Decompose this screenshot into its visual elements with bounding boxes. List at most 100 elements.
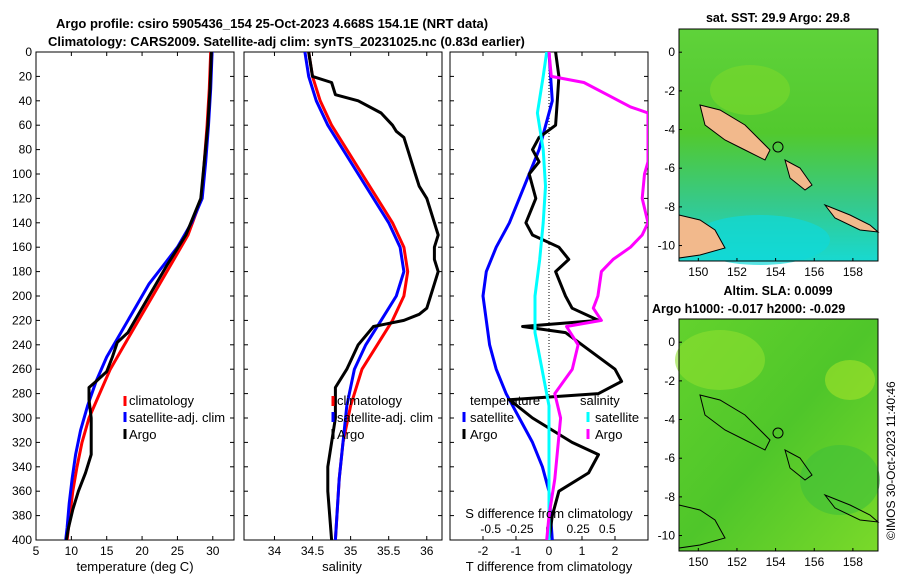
sst-land-bougainville bbox=[784, 159, 813, 191]
sst-y-ticks: 0 -2 -4 -6 -8 -10 bbox=[658, 45, 682, 253]
salinity-axes-box bbox=[243, 51, 443, 541]
temperature-panel: 0 20 40 60 80 100 120 140 160 180 200 220 240 260 280 3… bbox=[12, 45, 235, 574]
salinity-panel: 34 34.5 35 35.5 36 salinity climatology sate… bbox=[243, 51, 443, 574]
temperature-xlabel: temperature (deg C) bbox=[76, 559, 193, 574]
x-tick-label: 34 bbox=[268, 544, 282, 558]
map-y-tick-label: -2 bbox=[664, 84, 675, 98]
s-tick-label: 0.5 bbox=[599, 522, 616, 536]
legend-salinity-title: salinity bbox=[580, 393, 620, 408]
y-tick-label: 160 bbox=[12, 240, 32, 254]
map-x-tick-label: 154 bbox=[766, 555, 786, 569]
sst-land-new-britain bbox=[699, 104, 771, 161]
map-y-tick-label: -8 bbox=[664, 200, 675, 214]
y-tick-label: 380 bbox=[12, 509, 32, 523]
map-x-tick-label: 158 bbox=[843, 265, 863, 279]
map-y-tick-label: -10 bbox=[658, 529, 676, 543]
sla-high-patch bbox=[675, 330, 765, 390]
salinity-series bbox=[303, 52, 440, 540]
series-argo bbox=[307, 52, 440, 540]
x-tick-label: 10 bbox=[65, 544, 79, 558]
y-tick-label: 260 bbox=[12, 362, 32, 376]
y-tick-label: 40 bbox=[19, 94, 33, 108]
sst-map-panel: sat. SST: 29.9 Argo: 29.8 0 -2 -4 -6 -8 -10 1… bbox=[658, 11, 880, 279]
sla-y-ticks: 0 -2 -4 -6 -8 -10 bbox=[658, 335, 682, 543]
map-y-tick-label: -6 bbox=[664, 451, 675, 465]
series-salinity-satellite bbox=[533, 52, 551, 540]
map-x-tick-label: 158 bbox=[843, 555, 863, 569]
y-tick-label: 340 bbox=[12, 460, 32, 474]
difference-x2label: S difference from climatology bbox=[465, 506, 633, 521]
y-tick-label: 100 bbox=[12, 167, 32, 181]
y-tick-label: 300 bbox=[12, 411, 32, 425]
legend-t-satellite-label: satellite bbox=[470, 410, 514, 425]
y-tick-label: 400 bbox=[12, 533, 32, 547]
s-tick-label: -0.5 bbox=[480, 522, 501, 536]
legend-climatology-label: climatology bbox=[337, 393, 403, 408]
map-y-tick-label: -2 bbox=[664, 374, 675, 388]
temperature-y-ticks: 0 20 40 60 80 100 120 140 160 180 200 220 240 260 280 3… bbox=[12, 45, 234, 547]
temperature-legend: climatology satellite-adj. clim Argo bbox=[123, 393, 225, 442]
sst-argo-marker bbox=[772, 141, 784, 153]
y-tick-label: 120 bbox=[12, 191, 32, 205]
map-y-tick-label: -4 bbox=[664, 413, 675, 427]
legend-satellite-label: satellite-adj. clim bbox=[129, 410, 225, 425]
temperature-axes-box bbox=[35, 51, 235, 541]
x-tick-label: 30 bbox=[206, 544, 220, 558]
series-argo bbox=[64, 52, 213, 540]
legend-t-argo-label: Argo bbox=[470, 427, 497, 442]
x-tick-label: 25 bbox=[171, 544, 185, 558]
y-tick-label: 200 bbox=[12, 289, 32, 303]
x-tick-label: 35.5 bbox=[377, 544, 401, 558]
legend-argo-label: Argo bbox=[129, 427, 156, 442]
map-y-tick-label: 0 bbox=[668, 335, 675, 349]
temperature-series bbox=[64, 52, 214, 540]
legend-s-satellite-label: satellite bbox=[595, 410, 639, 425]
difference-legend: temperature satellite Argo salinity sate… bbox=[462, 393, 639, 442]
map-x-tick-label: 156 bbox=[804, 265, 824, 279]
map-y-tick-label: 0 bbox=[668, 45, 675, 59]
x-tick-label: -2 bbox=[478, 544, 489, 558]
x-tick-label: 36 bbox=[420, 544, 434, 558]
temperature-x-ticks: 5 10 15 20 25 30 bbox=[33, 52, 220, 558]
figure-title-line1: Argo profile: csiro 5905436_154 25-Oct-2… bbox=[56, 16, 488, 31]
y-tick-label: 140 bbox=[12, 216, 32, 230]
map-y-tick-label: -4 bbox=[664, 123, 675, 137]
series-satellite-adj-clim bbox=[303, 52, 406, 540]
difference-y-ticks bbox=[450, 51, 648, 541]
y-tick-label: 220 bbox=[12, 313, 32, 327]
x-tick-label: 5 bbox=[33, 544, 40, 558]
x-tick-label: 0 bbox=[546, 544, 553, 558]
sst-x-ticks: 150 152 154 156 158 bbox=[688, 258, 863, 279]
salinity-x-ticks: 34 34.5 35 35.5 36 bbox=[268, 52, 434, 558]
y-tick-label: 360 bbox=[12, 484, 32, 498]
salinity-xlabel: salinity bbox=[322, 559, 362, 574]
x-tick-label: 34.5 bbox=[301, 544, 325, 558]
x-tick-label: -1 bbox=[511, 544, 522, 558]
sst-warm-patch bbox=[710, 65, 790, 115]
sla-map-frame bbox=[678, 318, 879, 552]
legend-satellite-label: satellite-adj. clim bbox=[337, 410, 433, 425]
map-x-tick-label: 150 bbox=[688, 555, 708, 569]
series-salinity-argo bbox=[545, 52, 648, 540]
map-y-tick-label: -8 bbox=[664, 490, 675, 504]
y-tick-label: 80 bbox=[19, 143, 33, 157]
map-x-tick-label: 154 bbox=[766, 265, 786, 279]
salinity-y-ticks bbox=[244, 51, 442, 541]
y-tick-label: 280 bbox=[12, 387, 32, 401]
map-x-tick-label: 152 bbox=[727, 555, 747, 569]
x-tick-label: 1 bbox=[579, 544, 586, 558]
sst-map-title: sat. SST: 29.9 Argo: 29.8 bbox=[706, 11, 850, 25]
figure-title-line2: Climatology: CARS2009. Satellite-adj cli… bbox=[48, 34, 525, 49]
imos-timestamp: ©IMOS 30-Oct-2023 11:40:46 bbox=[884, 381, 898, 540]
map-x-tick-label: 150 bbox=[688, 265, 708, 279]
sla-land-bougainville bbox=[784, 449, 813, 481]
map-x-tick-label: 152 bbox=[727, 265, 747, 279]
difference-panel: -2 -1 0 1 2 -0.5 -0.25 0 0.25 0.5 T difference f… bbox=[449, 51, 649, 574]
map-x-tick-label: 156 bbox=[804, 555, 824, 569]
legend-s-argo-label: Argo bbox=[595, 427, 622, 442]
difference-x-ticks: -2 -1 0 1 2 bbox=[478, 52, 619, 558]
x-tick-label: 2 bbox=[612, 544, 619, 558]
y-tick-label: 180 bbox=[12, 265, 32, 279]
sla-map-title-1: Altim. SLA: 0.0099 bbox=[723, 284, 832, 298]
